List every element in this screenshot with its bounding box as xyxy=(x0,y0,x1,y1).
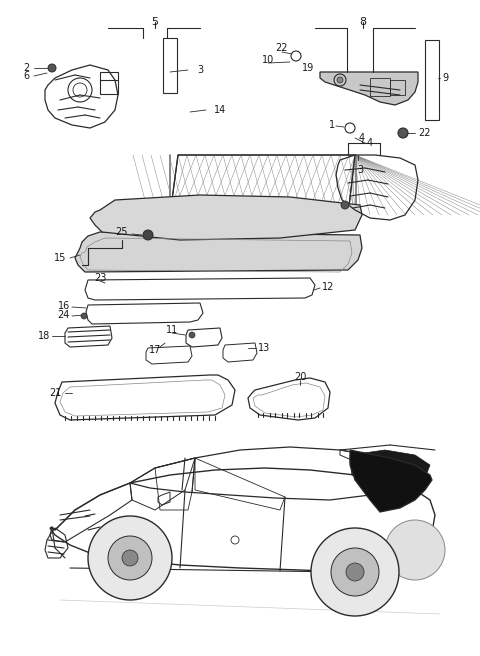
Circle shape xyxy=(143,230,153,240)
Text: 19: 19 xyxy=(302,63,314,73)
Circle shape xyxy=(108,536,152,580)
Bar xyxy=(100,72,118,94)
Text: 18: 18 xyxy=(38,331,50,341)
Text: 3: 3 xyxy=(357,165,363,175)
Polygon shape xyxy=(350,450,430,492)
Text: 23: 23 xyxy=(94,273,106,283)
Text: 20: 20 xyxy=(294,372,306,382)
Text: 11: 11 xyxy=(166,325,178,335)
Text: 21: 21 xyxy=(49,388,62,398)
Text: 3: 3 xyxy=(197,65,203,75)
Text: 9: 9 xyxy=(442,73,448,83)
Text: 15: 15 xyxy=(54,253,66,263)
Polygon shape xyxy=(320,72,418,105)
Polygon shape xyxy=(75,232,362,272)
Bar xyxy=(390,80,405,95)
Text: 4: 4 xyxy=(359,133,365,143)
Text: 25: 25 xyxy=(116,227,128,237)
Polygon shape xyxy=(90,195,362,240)
Bar xyxy=(370,78,390,96)
Circle shape xyxy=(311,528,399,616)
Text: 8: 8 xyxy=(360,17,367,27)
Circle shape xyxy=(189,332,195,338)
Text: 13: 13 xyxy=(258,343,270,353)
Circle shape xyxy=(48,64,56,72)
Bar xyxy=(425,40,439,120)
Text: 12: 12 xyxy=(322,282,335,292)
Text: 10: 10 xyxy=(262,55,274,65)
Circle shape xyxy=(331,548,379,596)
Text: 24: 24 xyxy=(58,310,70,320)
Text: 1: 1 xyxy=(329,120,335,130)
Text: 22: 22 xyxy=(276,43,288,53)
Circle shape xyxy=(398,128,408,138)
Circle shape xyxy=(341,201,349,209)
Text: 6: 6 xyxy=(24,71,30,81)
Bar xyxy=(163,38,177,93)
Circle shape xyxy=(81,313,87,319)
Text: 4: 4 xyxy=(367,138,373,148)
Circle shape xyxy=(88,516,172,600)
Circle shape xyxy=(385,520,445,580)
Circle shape xyxy=(122,550,138,566)
Text: 16: 16 xyxy=(58,301,70,311)
Circle shape xyxy=(346,563,364,581)
Text: 14: 14 xyxy=(214,105,226,115)
Polygon shape xyxy=(350,450,432,512)
Text: 2: 2 xyxy=(24,63,30,73)
Text: 5: 5 xyxy=(152,17,158,27)
Text: 22: 22 xyxy=(418,128,431,138)
Circle shape xyxy=(337,77,343,83)
Text: 17: 17 xyxy=(149,345,161,355)
